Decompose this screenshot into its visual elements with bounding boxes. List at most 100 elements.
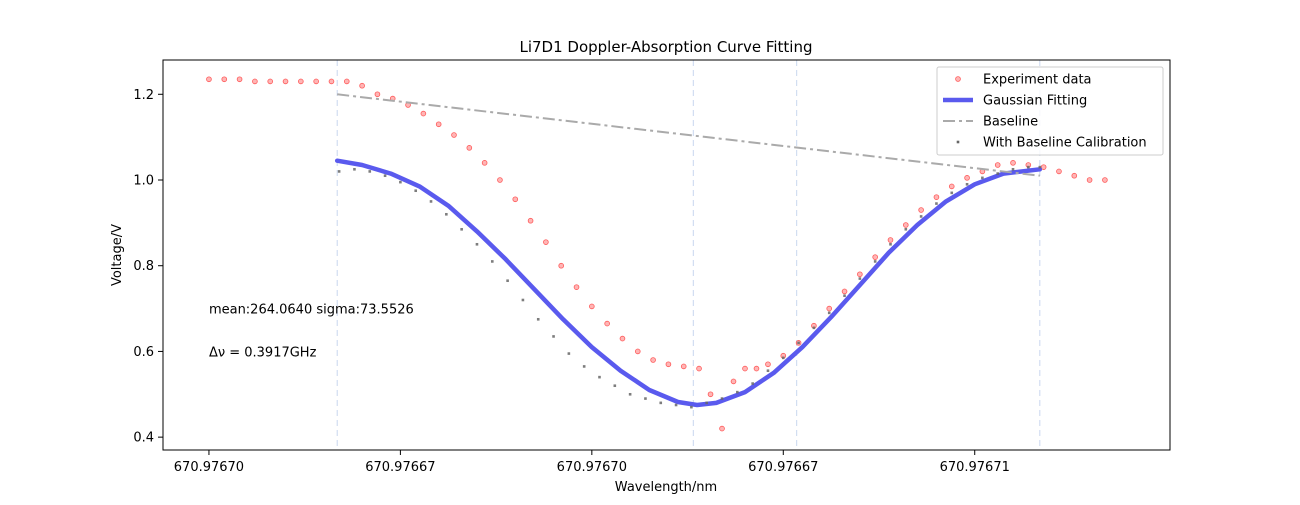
data-point [604, 320, 610, 327]
data-point [994, 162, 1001, 168]
series-line-1 [334, 158, 1043, 408]
data-point [374, 91, 381, 98]
data-point [343, 78, 350, 85]
data-point [206, 76, 212, 83]
x-tick-label-2: 670.97670 [557, 460, 627, 475]
legend-label: Baseline [983, 115, 1038, 130]
calibrated-point [506, 279, 509, 283]
y-axis-label: Voltage/V [110, 224, 125, 286]
calibrated-point [858, 277, 862, 280]
x-tick-label-4: 670.97671 [940, 460, 1010, 475]
data-point [765, 361, 771, 368]
legend-marker [956, 140, 960, 144]
annotations: mean:264.0640 sigma:73.5526 Δν = 0.3917GH… [209, 303, 414, 361]
data-point [282, 78, 289, 85]
y-tick-label-0: 0.4 [133, 431, 154, 446]
data-point [826, 305, 833, 312]
data-point [543, 239, 549, 245]
legend-marker [955, 76, 961, 82]
calibrated-point [797, 341, 800, 345]
calibrated-point [521, 298, 525, 302]
calibrated-point [368, 170, 372, 173]
calibrated-point [1027, 165, 1030, 169]
series-line-2 [337, 93, 1040, 177]
calibrated-point [414, 189, 418, 193]
data-point [497, 177, 503, 183]
data-point [1010, 160, 1016, 166]
data-point [573, 284, 580, 290]
calibrated-point [445, 212, 448, 216]
data-point [903, 222, 909, 228]
calibrated-point [843, 294, 846, 298]
annotation-0: mean:264.0640 sigma:73.5526 [209, 303, 414, 318]
data-point [359, 82, 365, 89]
calibrated-point [950, 191, 954, 195]
calibrated-point [736, 390, 739, 394]
x-tick-label-0: 670.97670 [174, 460, 244, 475]
data-point [466, 145, 473, 151]
data-point [236, 76, 243, 83]
data-point [527, 217, 534, 224]
chart-title: Li7D1 Doppler-Absorption Curve Fitting [519, 38, 812, 56]
calibrated-point [873, 260, 877, 263]
calibrated-point [720, 397, 724, 400]
y-tick-label-3: 1.0 [133, 174, 154, 189]
series-layer [206, 76, 1108, 432]
data-point [742, 365, 748, 372]
data-point [1086, 177, 1093, 183]
data-point [964, 175, 970, 181]
calibrated-point [827, 311, 831, 315]
legend: Experiment data Gaussian Fitting Baseline W… [936, 66, 1164, 156]
y-axis: 0.4 0.6 0.8 1.0 1.2 [133, 88, 163, 446]
x-tick-label-1: 670.97667 [365, 460, 435, 475]
calibrated-point [552, 335, 555, 338]
calibrated-point [475, 242, 479, 246]
data-point [619, 335, 626, 342]
data-point [753, 365, 760, 372]
calibrated-point [935, 202, 938, 205]
data-point [841, 288, 848, 295]
calibrated-point [460, 227, 463, 231]
calibrated-point [598, 375, 601, 379]
calibrated-point [659, 401, 663, 405]
data-point [435, 121, 442, 128]
plot-frame [162, 59, 1171, 451]
data-point [1040, 164, 1047, 170]
calibrated-point [567, 352, 571, 355]
vertical-guide-lines [336, 60, 1041, 450]
legend-label: With Baseline Calibration [983, 136, 1147, 151]
calibrated-point [536, 317, 540, 321]
data-point [512, 196, 519, 203]
calibrated-point [981, 176, 984, 180]
calibrated-point [628, 392, 632, 396]
data-point [1071, 172, 1078, 179]
calibrated-point [705, 401, 709, 405]
data-point [650, 357, 656, 363]
calibrated-point [429, 200, 433, 203]
calibrated-point [812, 326, 816, 330]
calibrated-point [674, 403, 678, 407]
calibrated-point [399, 180, 402, 184]
data-point [313, 78, 319, 85]
calibrated-point [904, 227, 908, 231]
x-tick-label-3: 670.97667 [748, 460, 818, 475]
calibrated-point [996, 172, 999, 175]
data-point [887, 237, 894, 243]
calibrated-point [766, 369, 770, 373]
data-point [730, 378, 737, 385]
data-point [948, 183, 955, 190]
data-point [707, 391, 714, 398]
calibrated-point [751, 382, 754, 385]
legend-label: Gaussian Fitting [983, 94, 1087, 109]
calibrated-point [1011, 167, 1015, 171]
calibrated-point [919, 215, 923, 218]
calibrated-point [337, 170, 341, 173]
x-axis: 670.97670 670.97667 670.97670 670.97667 670.… [174, 450, 1010, 475]
calibrated-point [353, 167, 356, 171]
series-0 [206, 76, 1108, 432]
calibrated-point [781, 356, 785, 360]
legend-box [936, 66, 1164, 156]
series-2 [337, 93, 1040, 177]
data-point [857, 271, 863, 278]
data-point [933, 194, 940, 200]
